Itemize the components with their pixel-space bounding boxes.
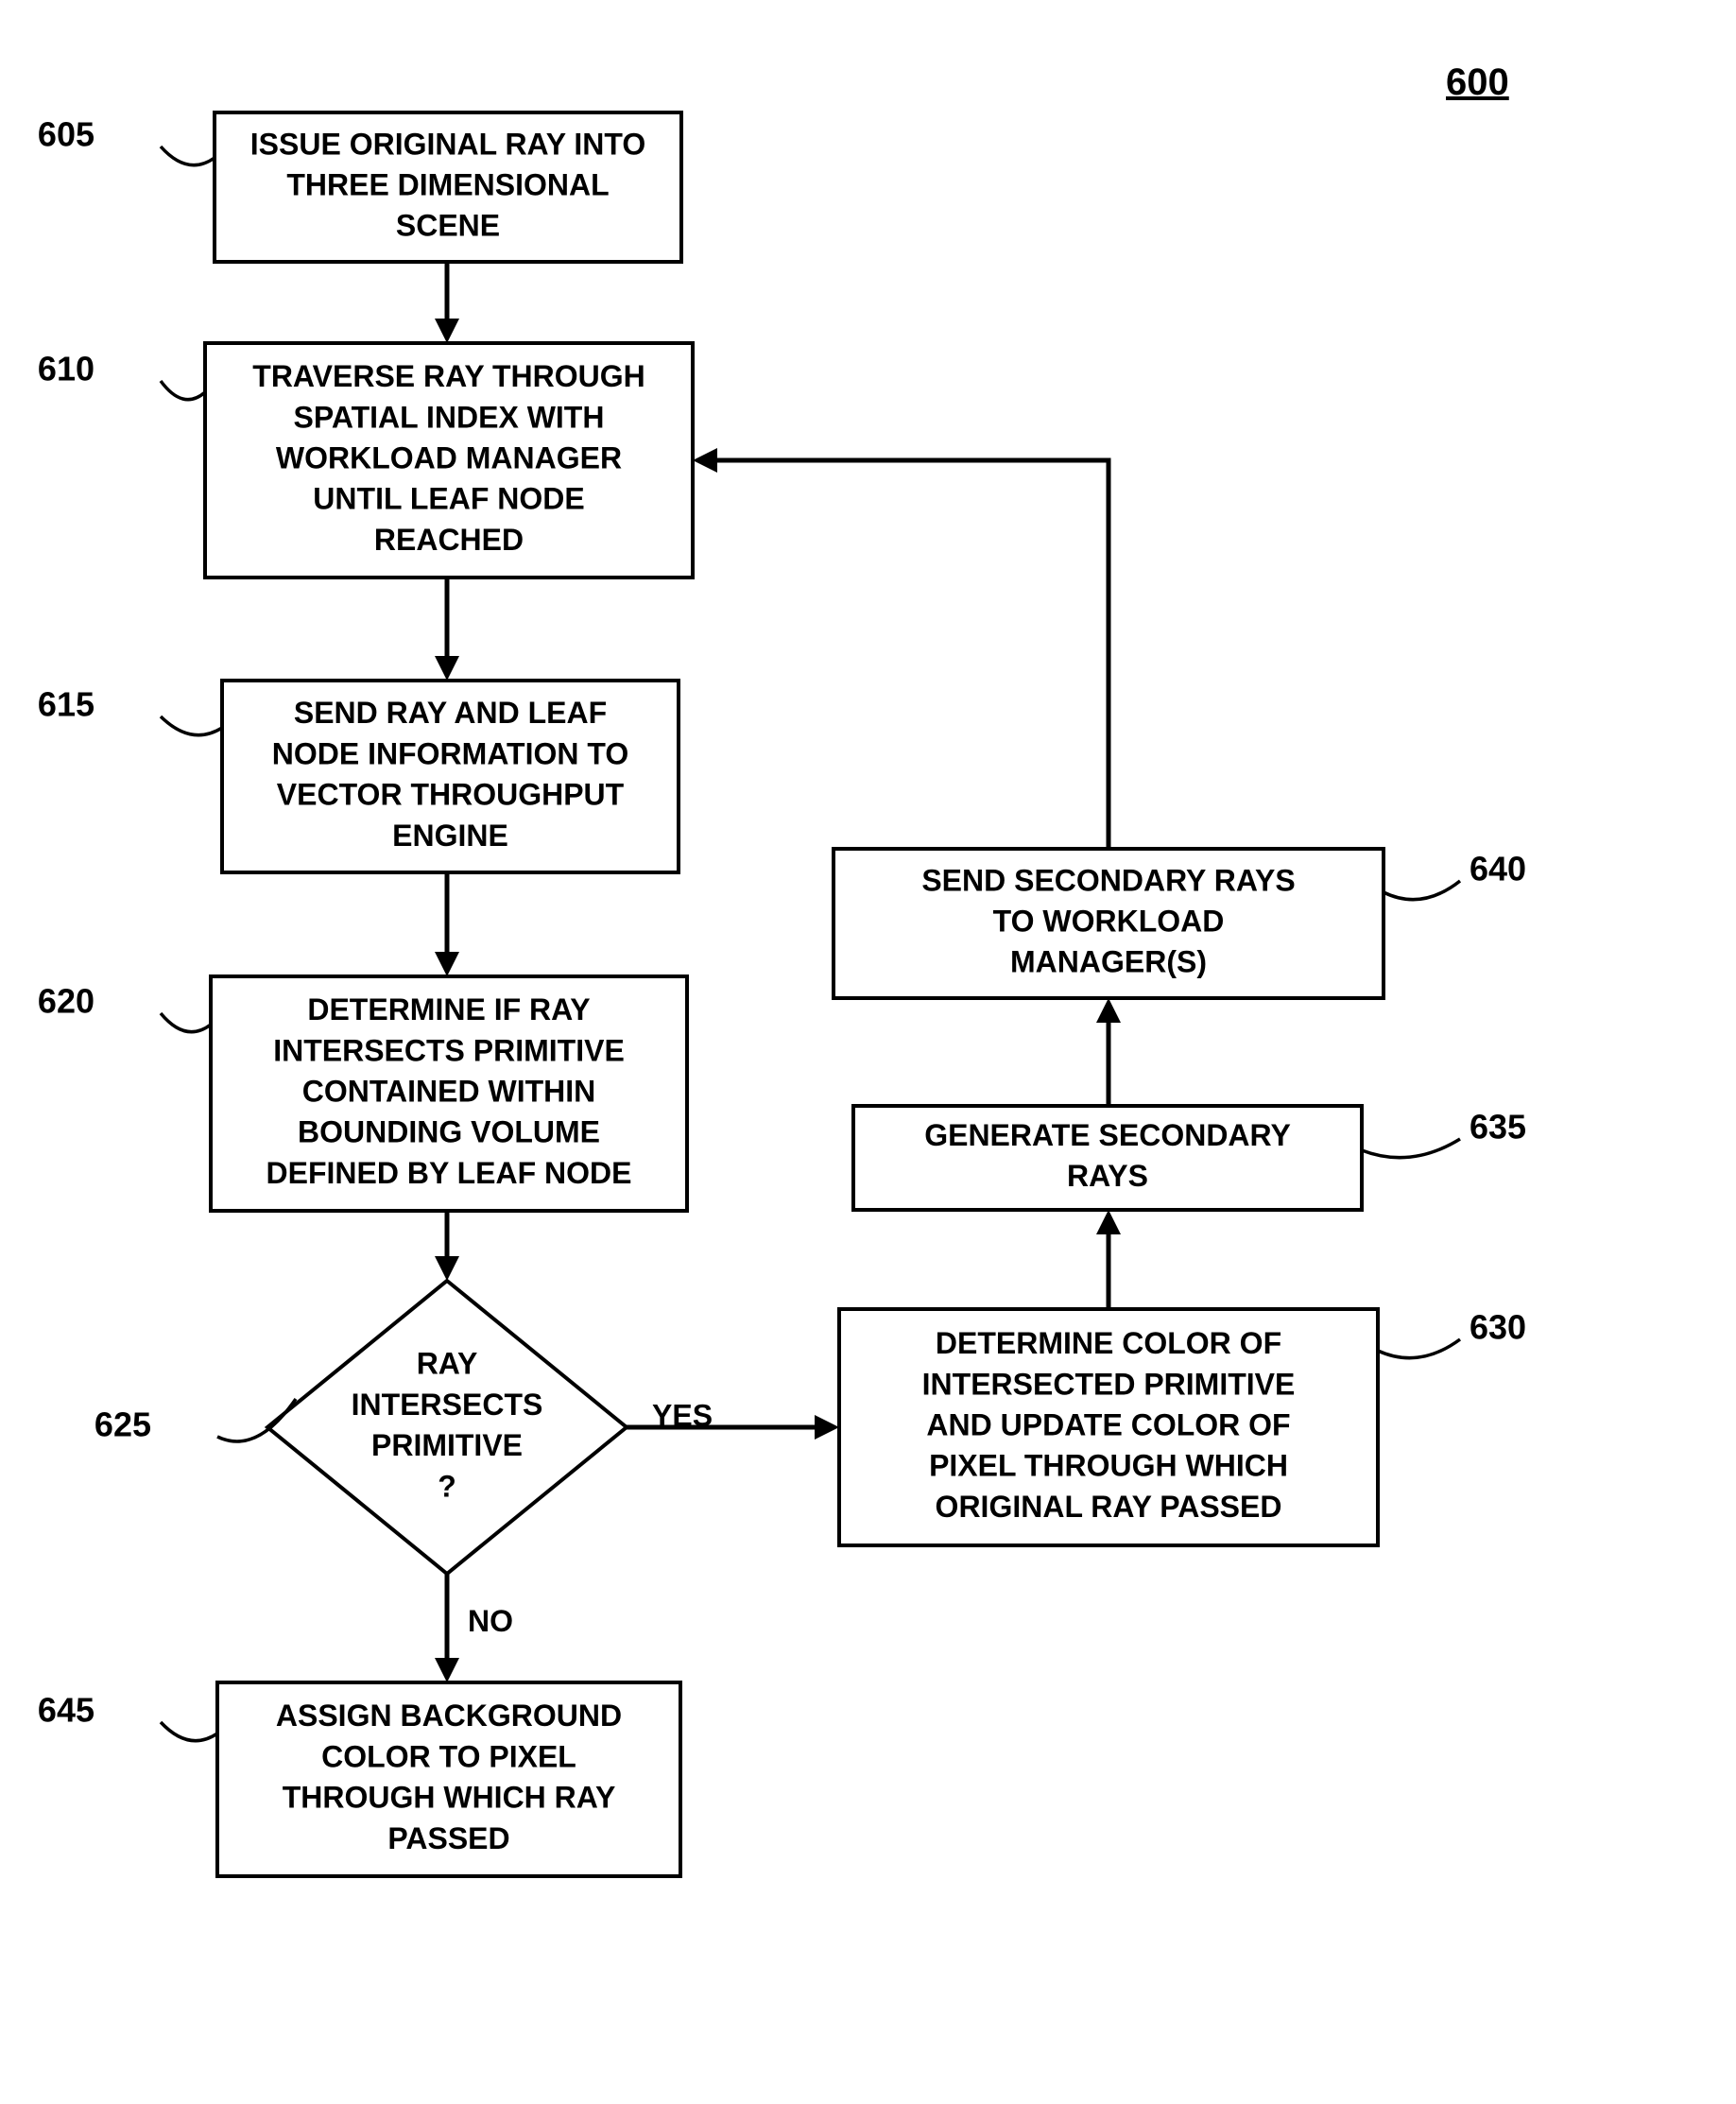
ref-label-n620: 620 xyxy=(38,982,95,1021)
edge-n640-n610 xyxy=(708,460,1109,849)
decision-no-label: NO xyxy=(468,1604,513,1638)
callout-n615 xyxy=(161,716,222,735)
node-text-line: MANAGER(S) xyxy=(1010,945,1207,979)
node-text-line: AND UPDATE COLOR OF xyxy=(926,1407,1290,1441)
ref-label-n615: 615 xyxy=(38,685,95,724)
node-text-line: BOUNDING VOLUME xyxy=(298,1115,600,1149)
node-text-line: WORKLOAD MANAGER xyxy=(276,440,622,474)
node-text-line: VECTOR THROUGHPUT xyxy=(277,778,625,812)
arrowhead-n630-n635 xyxy=(1096,1210,1121,1234)
node-text-line: ? xyxy=(438,1469,456,1503)
node-text-line: PASSED xyxy=(387,1821,509,1855)
arrowhead-n635-n640 xyxy=(1096,998,1121,1023)
ref-label-n645: 645 xyxy=(38,1691,95,1730)
node-text-line: SCENE xyxy=(396,209,500,243)
node-text-line: ORIGINAL RAY PASSED xyxy=(936,1490,1282,1524)
node-text-line: THREE DIMENSIONAL xyxy=(286,167,609,201)
arrowhead-n625-n630 xyxy=(815,1415,839,1440)
node-n625 xyxy=(267,1281,627,1574)
ref-label-n640: 640 xyxy=(1470,850,1526,888)
callout-n610 xyxy=(161,381,205,400)
arrowhead-n620-n625 xyxy=(435,1256,459,1281)
node-text-line: GENERATE SECONDARY xyxy=(924,1118,1291,1152)
callout-n630 xyxy=(1378,1339,1460,1358)
figure-number-label: 600 xyxy=(1446,61,1509,103)
node-text-line: INTERSECTS PRIMITIVE xyxy=(273,1033,625,1067)
node-text-line: TO WORKLOAD xyxy=(993,904,1225,938)
node-text-line: PRIMITIVE xyxy=(371,1428,523,1462)
node-text-line: CONTAINED WITHIN xyxy=(302,1074,595,1108)
decision-yes-label: YES xyxy=(652,1398,713,1432)
node-text-line: COLOR TO PIXEL xyxy=(321,1739,576,1773)
node-text-line: RAYS xyxy=(1067,1159,1148,1193)
ref-label-n630: 630 xyxy=(1470,1308,1526,1347)
node-text-line: DEFINED BY LEAF NODE xyxy=(266,1156,632,1190)
arrowhead-n605-n610 xyxy=(435,319,459,343)
node-text-line: INTERSECTED PRIMITIVE xyxy=(922,1367,1296,1401)
ref-label-n605: 605 xyxy=(38,115,95,154)
node-text-line: SEND RAY AND LEAF xyxy=(294,696,607,730)
flowchart-canvas: ISSUE ORIGINAL RAY INTO THREE DIMENSIONAL… xyxy=(0,0,1736,2104)
node-text-line: ASSIGN BACKGROUND xyxy=(276,1699,622,1733)
node-text-line: DETERMINE IF RAY xyxy=(307,992,590,1026)
arrowhead-n615-n620 xyxy=(435,952,459,976)
node-text-line: ENGINE xyxy=(392,819,508,853)
ref-label-n635: 635 xyxy=(1470,1108,1526,1147)
callout-n620 xyxy=(161,1013,211,1032)
node-text-line: ISSUE ORIGINAL RAY INTO xyxy=(250,127,645,161)
callout-n635 xyxy=(1362,1139,1460,1158)
node-text-line: THROUGH WHICH RAY xyxy=(283,1781,616,1815)
ref-label-n625: 625 xyxy=(95,1406,151,1444)
node-text-line: SEND SECONDARY RAYS xyxy=(921,863,1295,897)
callout-n640 xyxy=(1384,881,1460,900)
callout-n645 xyxy=(161,1722,217,1741)
node-text-line: RAY xyxy=(417,1347,478,1381)
node-text-line: REACHED xyxy=(374,523,524,557)
arrowhead-n640-n610 xyxy=(693,448,717,473)
callout-n605 xyxy=(161,147,215,165)
ref-label-n610: 610 xyxy=(38,350,95,388)
node-text-line: INTERSECTS xyxy=(352,1388,543,1422)
arrowhead-n625-n645 xyxy=(435,1658,459,1682)
node-text-line: SPATIAL INDEX WITH xyxy=(294,400,605,434)
node-text-line: DETERMINE COLOR OF xyxy=(936,1326,1281,1360)
arrowhead-n610-n615 xyxy=(435,656,459,681)
node-text-line: NODE INFORMATION TO xyxy=(272,736,628,770)
node-text-line: PIXEL THROUGH WHICH xyxy=(929,1449,1288,1483)
node-text-line: UNTIL LEAF NODE xyxy=(313,482,584,516)
node-text-line: TRAVERSE RAY THROUGH xyxy=(252,359,645,393)
